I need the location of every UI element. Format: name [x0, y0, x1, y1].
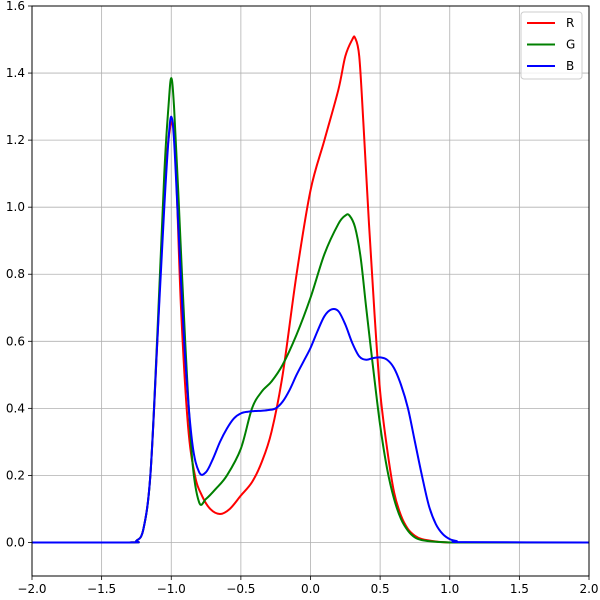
y-tick-label: 1.0 — [6, 200, 25, 214]
x-tick-label: 1.0 — [440, 582, 459, 596]
legend-items: RGB — [527, 16, 575, 73]
y-tick-label: 0.8 — [6, 267, 25, 281]
x-tick-label: −2.0 — [17, 582, 46, 596]
series-line-b — [31, 115, 590, 544]
y-tick-label: 0.0 — [6, 535, 25, 549]
y-tick-label: 1.6 — [6, 0, 25, 13]
y-tick-label: 0.6 — [6, 334, 25, 348]
grid — [31, 5, 590, 576]
x-tick-label: 0.0 — [301, 582, 320, 596]
legend-label-g: G — [566, 38, 575, 52]
x-tick-label: −1.5 — [87, 582, 116, 596]
series-line-g — [31, 77, 589, 544]
y-tick-label: 1.4 — [6, 66, 25, 80]
ticks: −2.0 −1.5 −1.0 −0.5 0.0 0.5 1.0 1.5 2.0 0.0 0.2 0.4… — [6, 0, 599, 596]
series-layer — [31, 35, 590, 544]
legend-label-r: R — [566, 16, 574, 30]
x-tick-label: 2.0 — [579, 582, 598, 596]
legend: RGB — [520, 11, 583, 80]
y-tick-label: 0.2 — [6, 468, 25, 482]
x-tick-label: −1.0 — [157, 582, 186, 596]
y-tick-label: 0.4 — [6, 401, 25, 415]
x-tick-label: 1.5 — [510, 582, 529, 596]
legend-label-b: B — [566, 59, 574, 73]
x-tick-label: −0.5 — [226, 582, 255, 596]
x-tick-label: 0.5 — [371, 582, 390, 596]
y-tick-label: 1.2 — [6, 133, 25, 147]
